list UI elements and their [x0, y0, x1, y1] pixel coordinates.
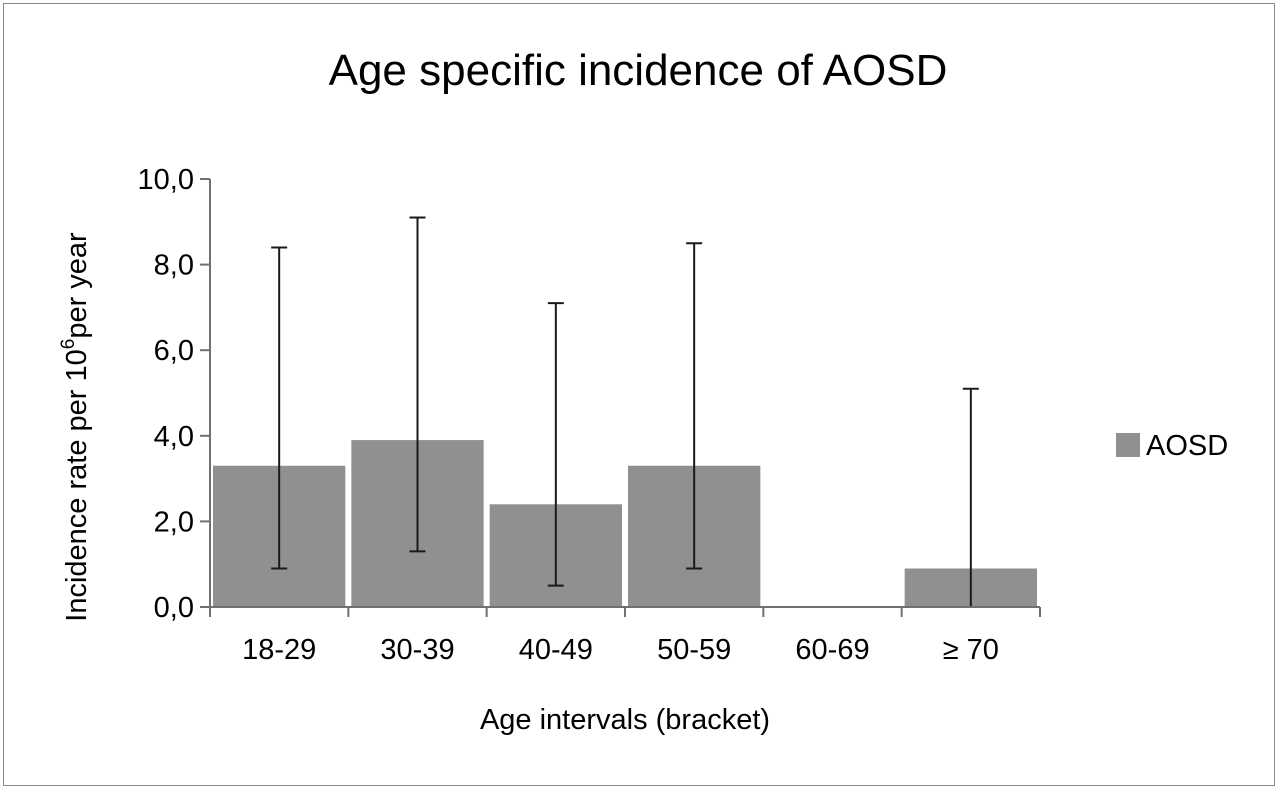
- x-tick-label: 60-69: [795, 634, 869, 666]
- x-tick-label: ≥ 70: [943, 634, 999, 666]
- x-tick-label: 50-59: [657, 634, 731, 666]
- y-tick-label: 0,0: [154, 592, 194, 624]
- error-bar: [686, 242, 703, 570]
- legend-label: AOSD: [1146, 430, 1228, 462]
- bars-group: [213, 440, 1037, 607]
- y-tick-label: 10,0: [138, 164, 194, 196]
- error-bars-group: [271, 216, 979, 607]
- error-bar: [547, 302, 564, 587]
- legend: AOSD: [1116, 430, 1228, 462]
- y-tick-label: 4,0: [154, 421, 194, 453]
- error-bar: [409, 216, 426, 553]
- y-tick-label: 6,0: [154, 335, 194, 367]
- x-tick-label: 40-49: [519, 634, 593, 666]
- x-axis-ticks: 18-29 30-39 40-49 50-59 60-69 ≥ 70: [209, 607, 1041, 666]
- x-tick-label: 30-39: [380, 634, 454, 666]
- x-axis-label: Age intervals (bracket): [480, 704, 770, 736]
- y-axis-ticks: 0,0 2,0 4,0 6,0 8,0 10,0: [138, 164, 210, 624]
- y-tick-label: 2,0: [154, 506, 194, 538]
- y-tick-label: 8,0: [154, 250, 194, 282]
- y-axis-label-suffix: per year: [61, 232, 93, 339]
- y-axis-label-superscript: 6: [58, 339, 79, 350]
- error-bar: [271, 246, 288, 570]
- x-tick-label: 18-29: [242, 634, 316, 666]
- chart-frame: [3, 3, 1275, 786]
- legend-swatch: [1116, 433, 1140, 457]
- y-axis-label: Incidence rate per 106per year: [58, 232, 93, 622]
- chart-title: Age specific incidence of AOSD: [329, 46, 948, 95]
- error-bar: [962, 387, 979, 607]
- y-axis-label-prefix: Incidence rate per 10: [61, 349, 93, 621]
